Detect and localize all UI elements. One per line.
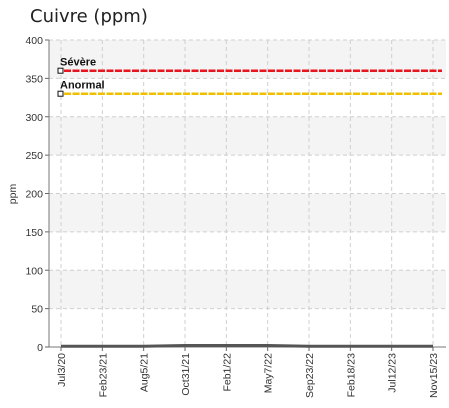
x-tick-label: Jul3/20 — [56, 353, 68, 387]
plot-band — [49, 116, 446, 156]
y-tick-label: 150 — [25, 227, 43, 239]
y-tick-label: 350 — [25, 73, 43, 85]
x-tick-label: Jul12/23 — [387, 353, 399, 393]
x-tick-label: Sep23/22 — [304, 353, 316, 398]
x-tick-label: Oct31/21 — [180, 353, 192, 396]
series-lines — [61, 343, 433, 348]
plot-band — [49, 193, 446, 232]
plot-band — [49, 270, 446, 309]
plot-band — [49, 40, 446, 79]
y-tick-label: 400 — [25, 35, 43, 47]
threshold-marker — [57, 90, 64, 97]
y-tick-label: 50 — [31, 304, 43, 316]
grid-lines — [49, 39, 446, 347]
threshold-label: Sévère — [60, 57, 96, 69]
series-line — [61, 343, 433, 348]
threshold-lines: Sévère Anormal — [57, 57, 442, 97]
chart-title: Cuivre (ppm) — [30, 6, 148, 27]
y-tick-label: 200 — [25, 189, 43, 201]
y-tick-label: 0 — [37, 342, 43, 354]
x-tick-label: May7/22 — [263, 353, 275, 393]
threshold-marker — [57, 67, 64, 74]
y-tick-label: 300 — [25, 112, 43, 124]
threshold-label: Anormal — [60, 80, 105, 92]
x-tick-label: Aug5/21 — [139, 353, 151, 392]
x-tick-label: Feb1/22 — [221, 353, 233, 392]
y-tick-label: 250 — [25, 150, 43, 162]
x-tick-label: Nov15/23 — [428, 353, 440, 398]
y-tick-labels: 0 50 100 150 200 250 300 350 400 — [25, 35, 43, 354]
y-axis-label: ppm — [7, 184, 19, 205]
x-tick-labels: Jul3/20 Feb23/21 Aug5/21 Oct31/21 Feb1/22 May… — [56, 353, 440, 398]
y-tick-label: 100 — [25, 265, 43, 277]
x-tick-label: Feb23/21 — [97, 353, 109, 398]
plot-bands — [49, 40, 446, 309]
x-tick-label: Feb18/23 — [345, 353, 357, 398]
